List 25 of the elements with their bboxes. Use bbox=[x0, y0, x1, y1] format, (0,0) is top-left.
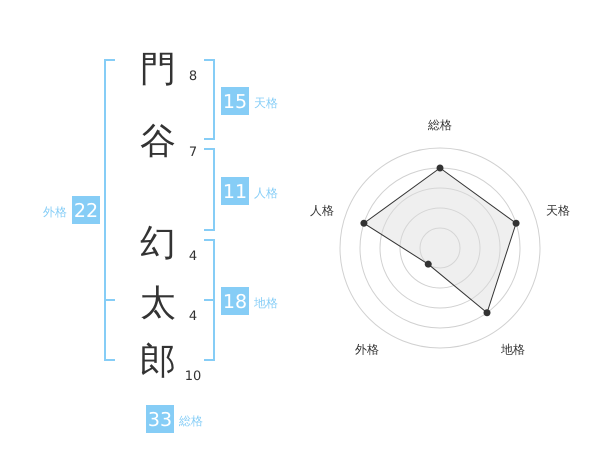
data-label: 8 bbox=[188, 69, 198, 84]
category-label: 谷 bbox=[140, 121, 176, 162]
text: 外格 bbox=[43, 205, 67, 219]
data-label: 4 bbox=[188, 309, 198, 324]
text: 地格 bbox=[253, 296, 278, 310]
text: 18 bbox=[222, 291, 248, 313]
text: 総格 bbox=[178, 414, 203, 428]
text: 22 bbox=[74, 200, 98, 222]
data-label: 4 bbox=[188, 249, 198, 264]
spoke-label: 地格 bbox=[500, 342, 525, 356]
text: 33 bbox=[148, 409, 172, 431]
text: 11 bbox=[222, 181, 248, 203]
text: 15 bbox=[222, 91, 248, 113]
spoke-label: 人格 bbox=[310, 204, 334, 218]
category-label: 郎 bbox=[140, 341, 176, 382]
data-label: 10 bbox=[184, 369, 202, 384]
category-label: 太 bbox=[140, 283, 176, 324]
spoke-label: 天格 bbox=[546, 204, 570, 218]
text: 天格 bbox=[254, 96, 278, 110]
category-label: 門 bbox=[140, 49, 176, 90]
data-label: 7 bbox=[188, 145, 198, 160]
spoke-label: 外格 bbox=[355, 342, 380, 356]
text: 人格 bbox=[254, 186, 278, 200]
category-label: 幻 bbox=[140, 223, 176, 264]
spoke-label: 総格 bbox=[427, 118, 452, 132]
